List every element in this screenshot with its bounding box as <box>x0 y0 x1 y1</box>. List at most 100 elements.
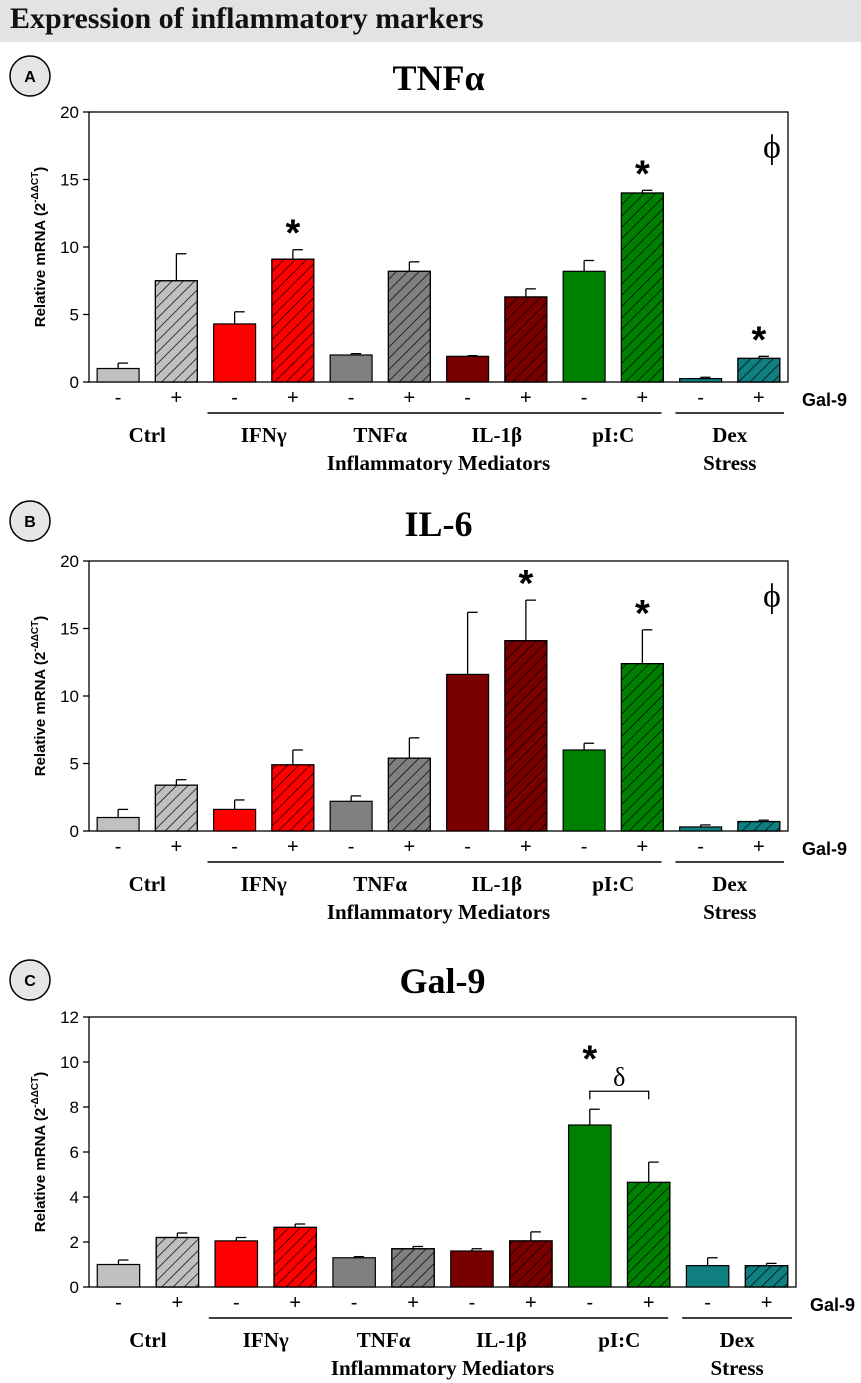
y-tick-label: 0 <box>70 373 79 392</box>
minus-label: - <box>704 1292 711 1314</box>
group-label: IFNγ <box>243 1328 289 1352</box>
plus-label: + <box>404 387 416 409</box>
bar-fill <box>679 826 723 832</box>
group-label: Ctrl <box>129 423 166 447</box>
panel-letter: B <box>24 514 36 531</box>
significance-star: * <box>635 593 650 635</box>
y-tick-label: 10 <box>60 1053 79 1072</box>
bar-fill <box>562 749 606 832</box>
y-tick-label: 2 <box>70 1233 79 1252</box>
significance-star: * <box>285 213 300 255</box>
bar-fill <box>213 323 257 383</box>
bar-fill <box>329 354 373 383</box>
y-tick-label: 0 <box>70 1278 79 1297</box>
plus-label: + <box>525 1292 537 1314</box>
bar-dex-stress- <box>679 824 723 832</box>
bar-fill <box>685 1265 730 1288</box>
plus-label: + <box>637 387 649 409</box>
group-label: IL-1β <box>476 1328 527 1352</box>
bar-ifn- <box>273 1223 318 1288</box>
bar-fill <box>213 808 257 832</box>
delta-symbol: δ <box>613 1062 625 1091</box>
bar-fill <box>562 270 606 383</box>
minus-label: - <box>351 1292 358 1314</box>
bar-il-1- <box>446 611 490 832</box>
group-label: IFNγ <box>241 423 287 447</box>
phi-symbol: ϕ <box>763 578 781 615</box>
bar-hatch <box>509 1240 553 1288</box>
bar-fill <box>329 800 373 832</box>
bar-il-1- <box>446 355 490 383</box>
bar-fill <box>96 367 140 383</box>
bar-pi-c- <box>626 1161 671 1288</box>
plus-label: + <box>407 1292 419 1314</box>
chart-panel-c: C Gal-9 0 2 4 6 8 10 12 Relative mRNA (2-ΔΔCT) * δ -… <box>9 959 855 1380</box>
bar-pi-c- <box>620 629 664 832</box>
group-label: TNFα <box>357 1328 411 1352</box>
minus-label: - <box>697 836 704 858</box>
group-label: pI:C <box>598 1328 640 1352</box>
stress-label: Stress <box>703 900 756 924</box>
dex-label: Dex <box>712 872 747 896</box>
significance-star: * <box>582 1038 597 1080</box>
bar-ifn- <box>214 1236 259 1288</box>
y-tick-label: 12 <box>60 1008 79 1027</box>
y-tick-label: 6 <box>70 1143 79 1162</box>
minus-label: - <box>581 387 588 409</box>
bar-hatch <box>737 820 781 832</box>
bar-hatch <box>737 357 781 383</box>
bar-hatch <box>387 270 431 383</box>
dex-label: Dex <box>720 1328 755 1352</box>
bar-hatch <box>626 1181 671 1288</box>
bar-ctrl- <box>154 253 198 383</box>
chart-title: Gal-9 <box>400 961 486 1001</box>
panel-letter: C <box>24 973 36 990</box>
bar-ctrl- <box>96 362 140 383</box>
plus-label: + <box>520 387 532 409</box>
minus-label: - <box>464 836 471 858</box>
bar-fill <box>96 816 140 832</box>
panel-letter-circle <box>9 55 51 97</box>
gal9-axis-label: Gal-9 <box>802 839 847 859</box>
bar-tnf- <box>332 1255 376 1288</box>
chart-title: IL-6 <box>404 504 472 544</box>
bar-tnf- <box>391 1245 435 1288</box>
plus-label: + <box>643 1292 655 1314</box>
minus-label: - <box>464 387 471 409</box>
minus-label: - <box>586 1292 593 1314</box>
bar-fill <box>332 1257 376 1288</box>
y-tick-label: 10 <box>60 238 79 257</box>
bar-il-1- <box>509 1231 553 1288</box>
significance-star: * <box>751 319 766 361</box>
y-tick-label: 0 <box>70 822 79 841</box>
minus-label: - <box>348 836 355 858</box>
bar-ifn- <box>213 311 257 383</box>
y-tick-label: 20 <box>60 552 79 571</box>
bar-hatch <box>620 662 664 832</box>
bar-hatch <box>271 764 315 832</box>
group-label: TNFα <box>353 872 407 896</box>
bar-ctrl- <box>154 779 198 832</box>
bar-dex-stress- <box>685 1257 730 1288</box>
bar-ctrl- <box>155 1232 200 1288</box>
plus-label: + <box>171 836 183 858</box>
plus-label: + <box>520 836 532 858</box>
bar-fill <box>214 1240 259 1288</box>
minus-label: - <box>697 387 704 409</box>
minus-label: - <box>115 387 122 409</box>
bar-pi-c- <box>567 1108 612 1288</box>
y-tick-label: 5 <box>70 755 79 774</box>
bar-hatch <box>154 784 198 832</box>
bar-il-1- <box>504 288 548 383</box>
bar-fill <box>446 673 490 832</box>
chart-panel-b: B IL-6 0 5 10 15 20 Relative mRNA (2-ΔΔCT) * * ϕ - +… <box>9 500 847 924</box>
bar-tnf- <box>329 352 373 383</box>
significance-star: * <box>635 153 650 195</box>
minus-label: - <box>115 1292 122 1314</box>
y-axis-label: Relative mRNA (2-ΔΔCT) <box>30 616 49 777</box>
y-axis-label: Relative mRNA (2-ΔΔCT) <box>30 1072 49 1233</box>
phi-symbol: ϕ <box>763 129 781 166</box>
plus-label: + <box>761 1292 773 1314</box>
plus-label: + <box>753 836 765 858</box>
